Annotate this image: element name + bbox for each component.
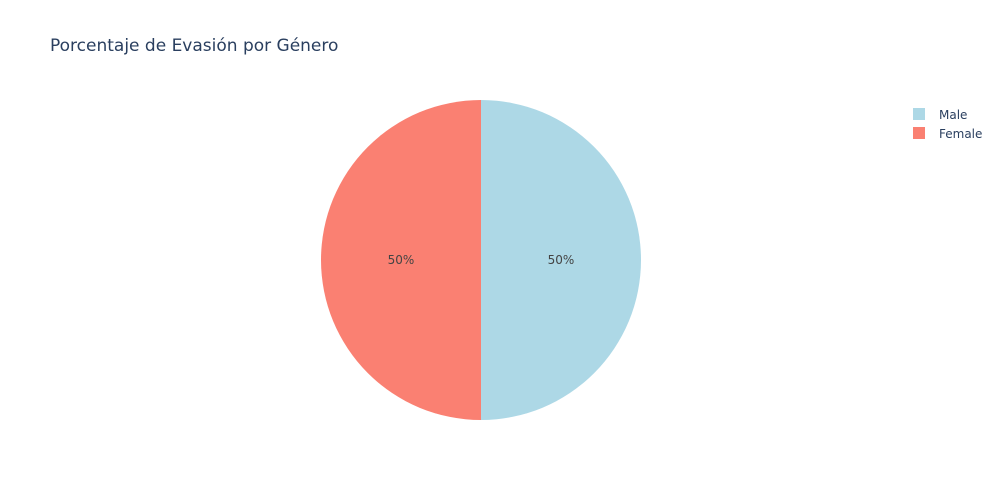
chart-title: Porcentaje de Evasión por Género (50, 36, 338, 56)
slices-group (321, 100, 641, 420)
pie-slice-female[interactable] (321, 100, 481, 420)
legend-label-male: Male (939, 108, 967, 122)
legend-item-male[interactable]: Male (913, 108, 967, 122)
legend[interactable]: Male Female (913, 108, 982, 141)
pie-slice-male[interactable] (481, 100, 641, 420)
legend-swatch-female (913, 127, 925, 139)
legend-item-female[interactable]: Female (913, 127, 982, 141)
slice-label-male: 50% (548, 253, 575, 267)
slice-labels-group: 50% 50% (388, 253, 575, 267)
legend-swatch-male (913, 108, 925, 120)
legend-label-female: Female (939, 127, 982, 141)
slice-label-female: 50% (388, 253, 415, 267)
